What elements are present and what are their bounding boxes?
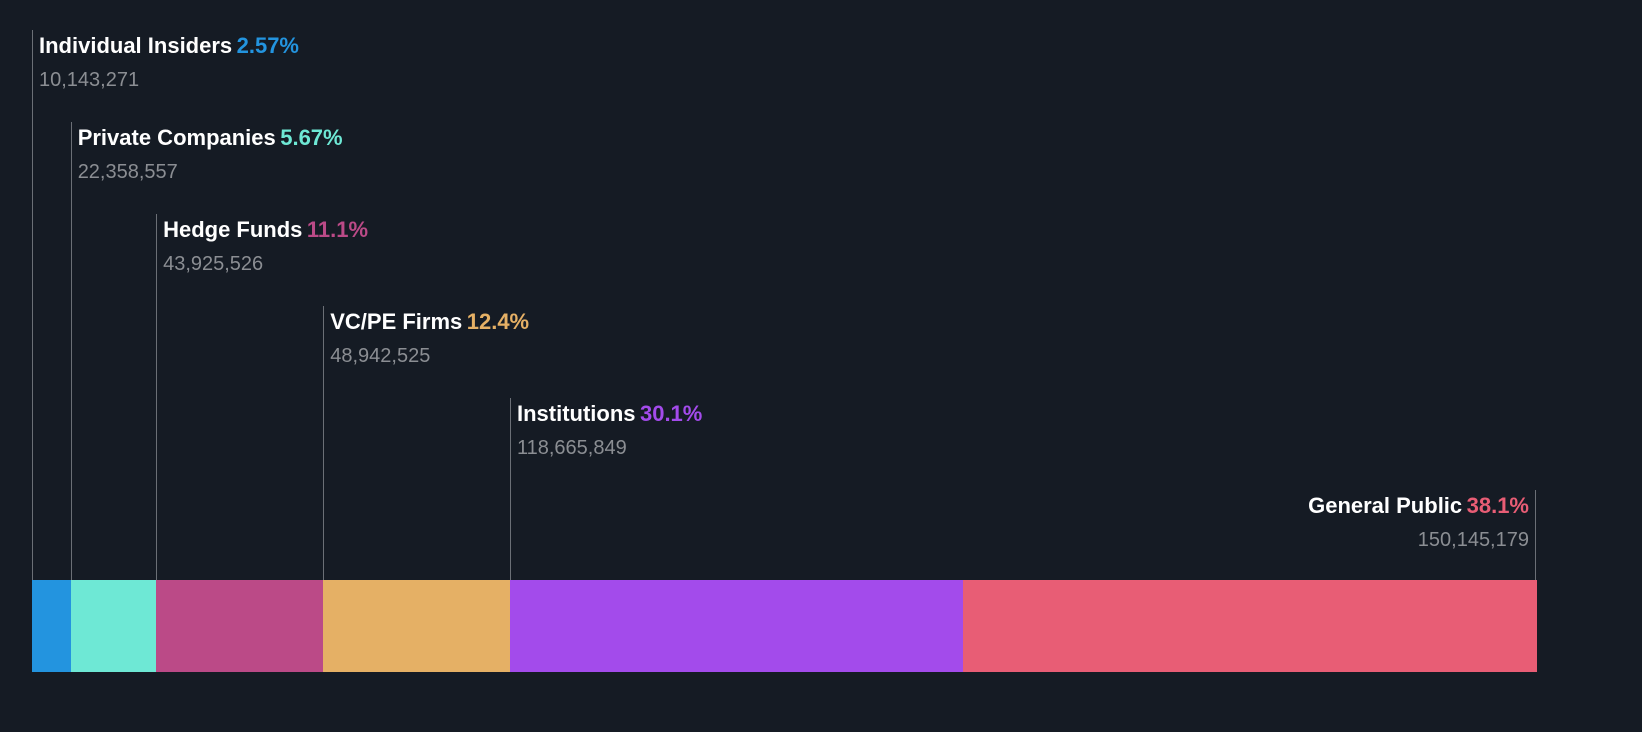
percent-label: 30.1% (639, 401, 703, 426)
category-name: General Public (1308, 493, 1463, 518)
category-name: Individual Insiders (39, 33, 233, 58)
leader-line-general-public (1535, 490, 1536, 580)
label-hedge-funds: Hedge Funds 11.1% 43,925,526 (163, 217, 368, 276)
leader-line-private-companies (70, 122, 72, 580)
shares-count: 118,665,849 (516, 437, 627, 459)
leader-line-vc-pe-firms (323, 306, 325, 580)
shares-count: 43,925,526 (163, 253, 264, 275)
percent-label: 5.67% (280, 125, 343, 150)
leader-line-individual-insiders (32, 30, 33, 580)
label-vc-pe-firms: VC/PE Firms 12.4% 48,942,525 (330, 309, 529, 368)
category-name: VC/PE Firms (330, 309, 463, 334)
leader-line-institutions (509, 398, 511, 580)
leader-line-hedge-funds (156, 214, 158, 580)
bar-segment-vc-pe-firms (323, 580, 511, 672)
shares-count: 22,358,557 (77, 161, 178, 183)
bar-segment-institutions (509, 580, 964, 672)
bar-segment-individual-insiders (32, 580, 72, 672)
percent-label: 11.1% (306, 217, 369, 242)
shares-count: 150,145,179 (1417, 529, 1529, 551)
label-general-public: General Public 38.1% 150,145,179 (1308, 493, 1529, 552)
percent-label: 12.4% (466, 309, 530, 334)
shares-count: 48,942,525 (330, 345, 431, 367)
percent-label: 2.57% (236, 33, 299, 58)
label-individual-insiders: Individual Insiders 2.57% 10,143,271 (39, 33, 299, 92)
bar-segment-hedge-funds (156, 580, 324, 672)
bar-segment-general-public (963, 580, 1538, 672)
shares-count: 10,143,271 (39, 69, 140, 91)
category-name: Institutions (516, 401, 636, 426)
category-name: Private Companies (77, 125, 276, 150)
bar-segment-private-companies (70, 580, 157, 672)
label-institutions: Institutions 30.1% 118,665,849 (517, 401, 702, 460)
percent-label: 38.1% (1466, 493, 1529, 518)
category-name: Hedge Funds (163, 217, 303, 242)
label-private-companies: Private Companies 5.67% 22,358,557 (78, 125, 343, 184)
